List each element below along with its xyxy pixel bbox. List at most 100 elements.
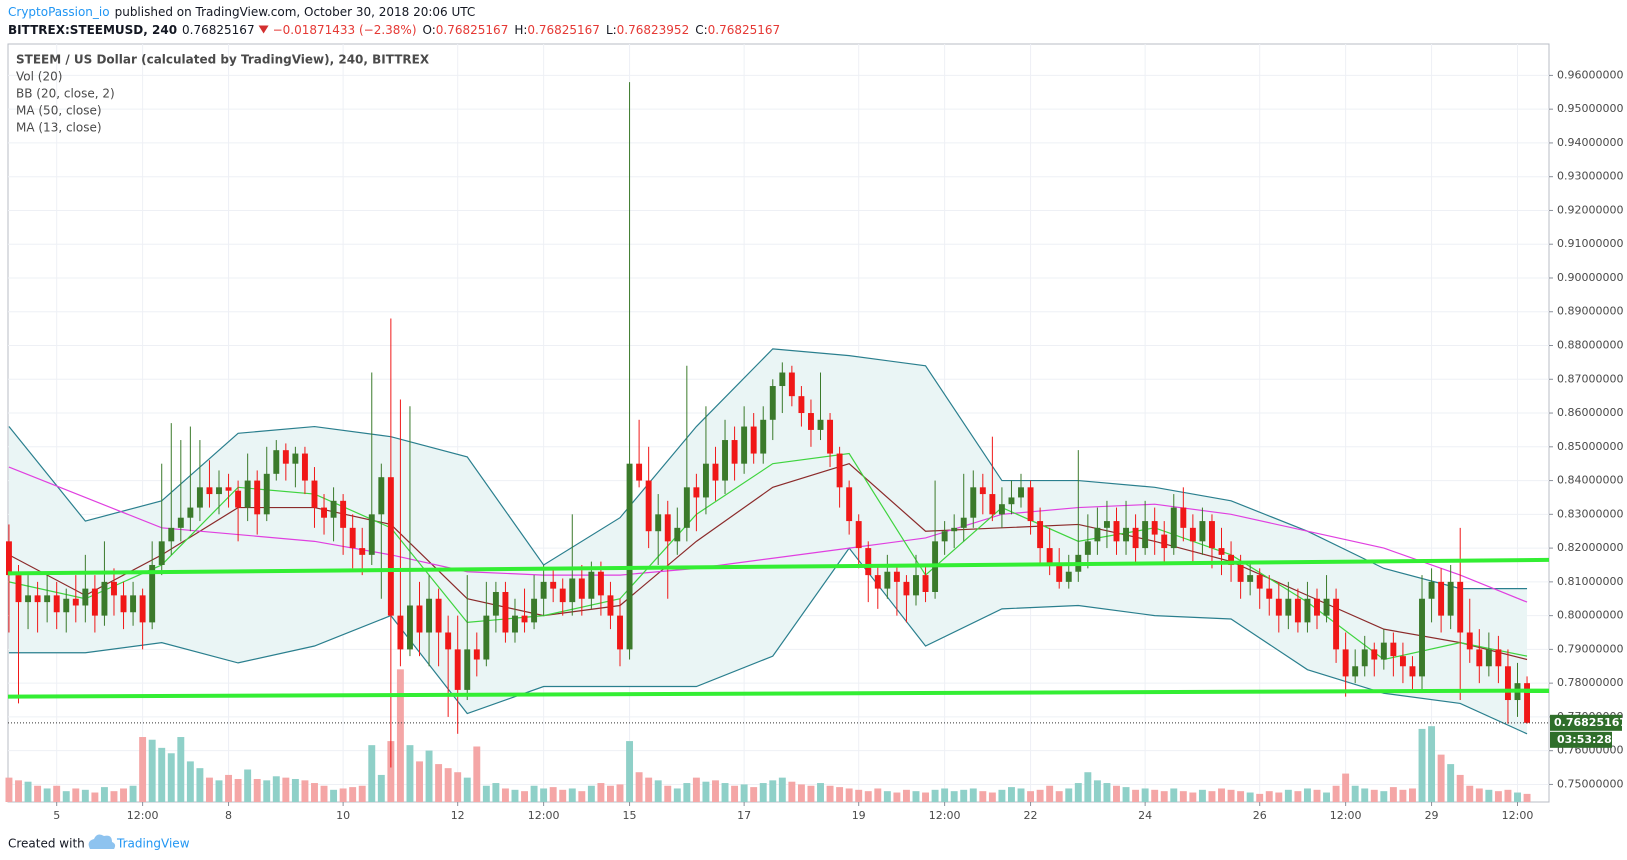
volume-bar bbox=[377, 774, 385, 802]
volume-bar bbox=[549, 787, 557, 802]
y-tick-label: 0.90000000 bbox=[1557, 271, 1623, 284]
candle-body bbox=[1390, 642, 1397, 657]
candle-body bbox=[884, 571, 891, 589]
volume-bar bbox=[817, 783, 824, 802]
volume-bar bbox=[330, 789, 338, 802]
volume-bar bbox=[731, 785, 739, 802]
symbol-line: BITTREX:STEEMUSD, 240 0.76825167 −0.018714… bbox=[8, 23, 780, 37]
candle-body bbox=[693, 487, 700, 498]
volume-bar bbox=[1141, 788, 1149, 802]
volume-bar bbox=[836, 787, 844, 802]
publisher-link[interactable]: CryptoPassion_io bbox=[8, 5, 110, 19]
candle-body bbox=[330, 500, 337, 518]
candle-body bbox=[1084, 541, 1091, 555]
published-text: published on TradingView.com, October 30… bbox=[115, 5, 476, 19]
volume-bar bbox=[1323, 792, 1330, 802]
volume-bar bbox=[406, 745, 414, 802]
plot-frame bbox=[7, 43, 1550, 803]
candle-body bbox=[1524, 683, 1530, 723]
candle-body bbox=[1304, 598, 1311, 623]
volume-bar bbox=[349, 787, 357, 802]
candle-body bbox=[387, 477, 394, 616]
candle-body bbox=[578, 578, 585, 599]
y-tick-label: 0.79000000 bbox=[1557, 642, 1623, 655]
volume-bar bbox=[205, 777, 213, 802]
volume-bar bbox=[110, 791, 118, 802]
candle-body bbox=[1266, 588, 1273, 599]
candle-body bbox=[1285, 598, 1292, 616]
candle-body bbox=[1189, 527, 1196, 542]
candle-body bbox=[1161, 534, 1168, 549]
volume-bar bbox=[1284, 789, 1292, 802]
candle-body bbox=[273, 450, 280, 474]
x-tick-label: 15 bbox=[623, 809, 637, 822]
volume-bar bbox=[1380, 791, 1388, 802]
y-tick-label: 0.88000000 bbox=[1557, 339, 1623, 352]
candle-body bbox=[15, 575, 22, 603]
change: −0.01871433 (−2.38%) bbox=[273, 23, 417, 37]
candle-body bbox=[416, 605, 423, 633]
volume-bar bbox=[225, 774, 233, 802]
candle-body bbox=[683, 487, 690, 528]
candle-body bbox=[1495, 649, 1502, 667]
candle-body bbox=[827, 419, 834, 454]
candle-body bbox=[865, 548, 872, 576]
volume-bar bbox=[1027, 791, 1035, 802]
volume-bar bbox=[654, 780, 662, 802]
candle-body bbox=[139, 595, 146, 623]
candle-body bbox=[473, 649, 480, 660]
volume-bar bbox=[1084, 772, 1092, 802]
candle-body bbox=[1123, 527, 1129, 542]
candle-body bbox=[960, 517, 967, 528]
y-tick-label: 0.83000000 bbox=[1557, 507, 1623, 520]
volume-bar bbox=[1103, 783, 1111, 802]
volume-bar bbox=[100, 787, 108, 802]
volume-bar bbox=[1504, 789, 1512, 802]
volume-bar bbox=[311, 783, 318, 802]
volume-bar bbox=[855, 789, 863, 802]
volume-bar bbox=[24, 781, 32, 802]
candle-body bbox=[989, 494, 996, 515]
brand-link[interactable]: TradingView bbox=[116, 837, 190, 851]
candle-body bbox=[722, 440, 728, 481]
volume-bar bbox=[597, 783, 605, 802]
candle-body bbox=[1113, 521, 1120, 542]
volume-bar bbox=[244, 769, 252, 802]
candle-body bbox=[788, 372, 795, 397]
candle-body bbox=[874, 575, 881, 589]
candle-body bbox=[597, 571, 604, 596]
volume-bar bbox=[778, 777, 786, 802]
plot bbox=[5, 82, 1550, 802]
candle-body bbox=[1180, 507, 1187, 528]
x-tick-label: 12:00 bbox=[127, 809, 159, 822]
candle-body bbox=[359, 548, 366, 555]
candle-body bbox=[521, 615, 528, 623]
brand-logo[interactable] bbox=[88, 834, 116, 849]
candle-body bbox=[292, 453, 299, 464]
bb-fill bbox=[8, 348, 1528, 734]
volume-bar bbox=[234, 778, 242, 802]
volume-bar bbox=[1475, 788, 1483, 802]
candle-body bbox=[664, 514, 671, 542]
bb-lower bbox=[8, 547, 1528, 735]
symbol: BITTREX:STEEMUSD, 240 bbox=[8, 23, 177, 37]
volume-bar bbox=[425, 750, 433, 802]
candle-body bbox=[702, 463, 709, 498]
candle-body bbox=[25, 595, 32, 603]
x-tick-label: 12:00 bbox=[1502, 809, 1534, 822]
header-line: CryptoPassion_io published on TradingView… bbox=[8, 5, 475, 19]
volume-bar bbox=[721, 783, 729, 802]
candle-body bbox=[1027, 487, 1034, 522]
candle-body bbox=[91, 588, 98, 616]
candle-body bbox=[836, 453, 843, 488]
volume-bar bbox=[559, 789, 567, 802]
y-tick-label: 0.78000000 bbox=[1557, 676, 1623, 689]
volume-bar bbox=[1294, 791, 1302, 802]
candle-body bbox=[636, 463, 643, 481]
candle-body bbox=[1247, 575, 1254, 582]
volume-bar bbox=[750, 787, 758, 802]
candle-body bbox=[951, 527, 958, 532]
candle-body bbox=[808, 413, 814, 430]
volume-bar bbox=[1275, 792, 1283, 802]
candle-body bbox=[941, 531, 948, 542]
